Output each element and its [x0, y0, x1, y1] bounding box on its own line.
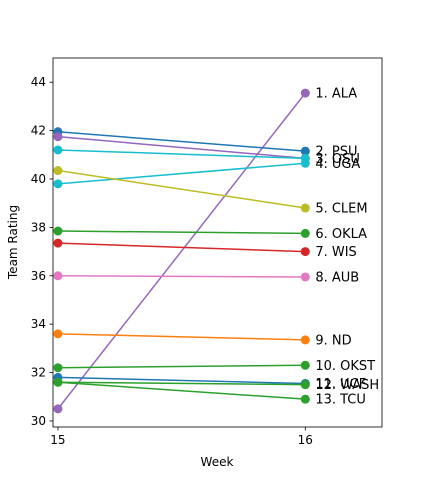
data-point	[53, 145, 63, 155]
y-tick-label: 34	[31, 317, 46, 331]
series-line	[57, 275, 306, 278]
series-4	[53, 166, 310, 213]
y-tick-label: 38	[31, 220, 46, 234]
y-tick-label: 30	[31, 414, 46, 428]
data-point	[53, 226, 63, 236]
series-10	[53, 372, 310, 388]
series-label: 4. UGA	[315, 157, 360, 172]
data-point	[53, 179, 63, 189]
data-point	[300, 228, 310, 238]
y-tick-label: 36	[31, 269, 46, 283]
data-point	[300, 394, 310, 404]
series-line	[57, 162, 306, 185]
series-9	[53, 360, 310, 373]
series-label: 8. AUB	[315, 270, 359, 285]
series-label: 11. UCF	[315, 377, 366, 392]
axes: 30 32 34 36 38 40 42 44 15 16	[31, 57, 383, 447]
data-point	[53, 132, 63, 142]
data-point	[53, 329, 63, 339]
y-tick-label: 32	[31, 366, 46, 380]
series-line	[57, 230, 306, 235]
data-point	[300, 203, 310, 213]
x-tick-label: 16	[298, 433, 313, 447]
series-layer	[53, 88, 310, 414]
data-point	[300, 335, 310, 345]
data-point	[300, 153, 310, 163]
data-point	[53, 271, 63, 281]
series-label: 2. PSU	[315, 145, 357, 160]
data-point	[53, 404, 63, 414]
series-label: 6. OKLA	[315, 227, 367, 242]
series-label: 5. CLEM	[315, 202, 367, 217]
data-point	[300, 88, 310, 98]
data-point	[300, 380, 310, 390]
series-0	[53, 88, 310, 414]
series-label: 9. ND	[315, 333, 351, 348]
series-line	[57, 364, 306, 369]
series-3	[53, 158, 310, 189]
series-line	[57, 381, 306, 400]
series-line	[57, 135, 306, 160]
series-label: 3. OSU	[315, 152, 360, 167]
y-tick-label: 42	[31, 124, 46, 138]
data-point	[300, 247, 310, 257]
series-label: 1. ALA	[315, 87, 357, 102]
series-8	[53, 329, 310, 345]
series-label: 7. WIS	[315, 245, 356, 260]
axes-frame	[52, 57, 383, 428]
series-line	[57, 333, 306, 341]
series-label: 10. OKST	[315, 359, 375, 374]
series-6	[53, 238, 310, 257]
x-axis-label: Week	[201, 455, 234, 469]
series-11	[53, 377, 310, 390]
series-label: 13. TCU	[315, 393, 366, 408]
series-13	[53, 145, 310, 163]
data-point	[53, 238, 63, 248]
series-label: 12. WASH	[315, 378, 379, 393]
y-axis-label: Team Rating	[6, 205, 20, 280]
series-7	[53, 271, 310, 282]
y-tick-label: 44	[31, 75, 46, 89]
data-point	[300, 272, 310, 282]
series-line	[57, 131, 306, 152]
series-line	[57, 376, 306, 385]
data-point	[53, 377, 63, 387]
series-5	[53, 226, 310, 238]
series-line	[57, 149, 306, 160]
y-tick-label: 40	[31, 172, 46, 186]
series-line	[57, 92, 306, 410]
data-point	[300, 146, 310, 156]
series-line	[57, 381, 306, 386]
data-point	[53, 166, 63, 176]
series-line	[57, 242, 306, 253]
data-point	[53, 363, 63, 373]
series-line	[57, 169, 306, 209]
data-point	[300, 360, 310, 370]
series-12	[53, 377, 310, 404]
x-tick-label: 15	[50, 433, 65, 447]
